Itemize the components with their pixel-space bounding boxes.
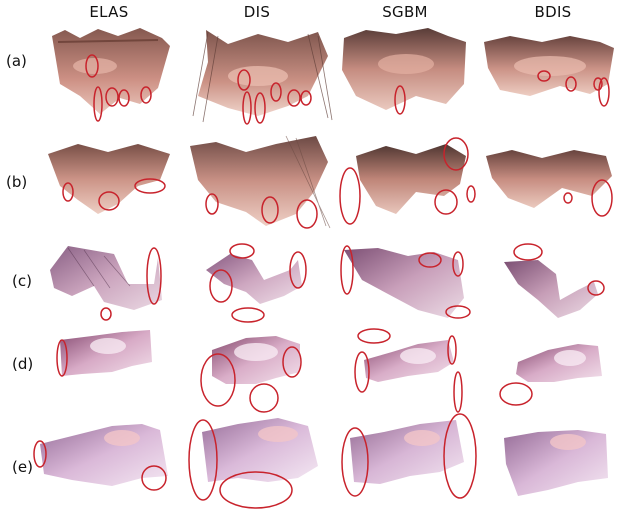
highlight-circle xyxy=(261,196,279,224)
reconstruction-e-dis xyxy=(188,412,328,512)
highlight-circle xyxy=(354,351,370,393)
highlight-circle xyxy=(357,328,391,344)
reconstruction-c-bdis xyxy=(498,240,613,325)
row-label-a: (a) xyxy=(6,52,27,70)
highlight-circle xyxy=(254,92,266,124)
highlight-circle xyxy=(200,353,236,407)
row-label-d: (d) xyxy=(12,355,34,373)
highlight-circle xyxy=(587,280,605,296)
reconstruction-c-sgbm xyxy=(338,240,473,325)
highlight-circle xyxy=(340,245,354,295)
column-header-dis: DIS xyxy=(243,3,271,21)
reconstruction-a-sgbm xyxy=(336,24,476,119)
reconstruction-a-elas xyxy=(40,26,180,126)
highlight-circle xyxy=(141,465,167,491)
highlight-circle xyxy=(237,69,251,91)
highlight-circle xyxy=(229,243,255,259)
reconstruction-e-sgbm xyxy=(340,412,480,512)
highlight-circle xyxy=(146,247,162,305)
row-label-b: (b) xyxy=(6,173,28,191)
highlight-circle xyxy=(513,243,543,261)
highlight-circle xyxy=(341,427,369,497)
reconstruction-a-dis xyxy=(188,26,333,128)
highlight-circle xyxy=(591,179,613,217)
highlight-circle xyxy=(118,89,130,107)
highlight-circle xyxy=(296,199,318,229)
highlight-circle xyxy=(300,90,312,106)
reconstruction-c-dis xyxy=(194,240,324,325)
highlight-circle xyxy=(62,182,74,202)
highlight-circle xyxy=(598,77,610,107)
column-header-bdis: BDIS xyxy=(534,3,572,21)
highlight-circle xyxy=(219,471,293,509)
highlight-circle xyxy=(289,251,307,289)
highlight-circle xyxy=(443,137,469,171)
reconstruction-d-bdis xyxy=(498,332,613,412)
highlight-circle xyxy=(537,70,551,82)
highlight-circle xyxy=(56,339,68,377)
highlight-circle xyxy=(270,82,282,102)
highlight-circle xyxy=(447,335,457,365)
highlight-circle xyxy=(287,89,301,107)
highlight-circle xyxy=(85,54,99,78)
highlight-circle xyxy=(105,87,119,107)
row-label-e: (e) xyxy=(12,458,33,476)
highlight-circle xyxy=(443,413,477,499)
highlight-circle xyxy=(418,252,442,268)
highlight-circle xyxy=(140,86,152,104)
reconstruction-d-sgbm xyxy=(348,326,468,414)
highlight-circle xyxy=(499,382,533,406)
highlight-circle xyxy=(466,185,476,203)
highlight-circle xyxy=(563,192,573,204)
highlight-circle xyxy=(209,269,233,303)
column-header-elas: ELAS xyxy=(89,3,129,21)
highlight-circle xyxy=(339,167,361,225)
highlight-circle xyxy=(452,251,464,277)
highlight-circle xyxy=(565,76,577,92)
reconstruction-a-bdis xyxy=(480,34,620,119)
highlight-circle xyxy=(593,77,603,91)
row-label-c: (c) xyxy=(12,272,32,290)
highlight-circle xyxy=(231,307,265,323)
highlight-circle xyxy=(100,307,112,321)
highlight-circle xyxy=(242,91,252,125)
highlight-circle xyxy=(445,305,471,319)
reconstruction-e-elas xyxy=(32,416,172,496)
reconstruction-d-elas xyxy=(52,326,162,386)
highlight-circle xyxy=(98,191,120,211)
highlight-circle xyxy=(453,371,463,413)
reconstruction-b-bdis xyxy=(482,146,622,226)
column-header-sgbm: SGBM xyxy=(382,3,428,21)
reconstruction-b-sgbm xyxy=(336,136,476,231)
reconstruction-d-dis xyxy=(196,326,311,414)
highlight-circle xyxy=(33,440,47,468)
reconstruction-e-bdis xyxy=(498,424,613,504)
highlight-circle xyxy=(394,85,406,115)
highlight-circle xyxy=(434,189,458,215)
reconstruction-b-elas xyxy=(38,140,178,220)
highlight-circle xyxy=(282,346,302,378)
highlight-circle xyxy=(134,178,166,194)
highlight-circle xyxy=(249,383,279,413)
reconstruction-c-elas xyxy=(44,240,174,325)
highlight-circle xyxy=(205,193,219,215)
highlight-circle xyxy=(93,86,103,122)
highlight-circle xyxy=(188,419,218,501)
reconstruction-b-dis xyxy=(186,132,331,232)
